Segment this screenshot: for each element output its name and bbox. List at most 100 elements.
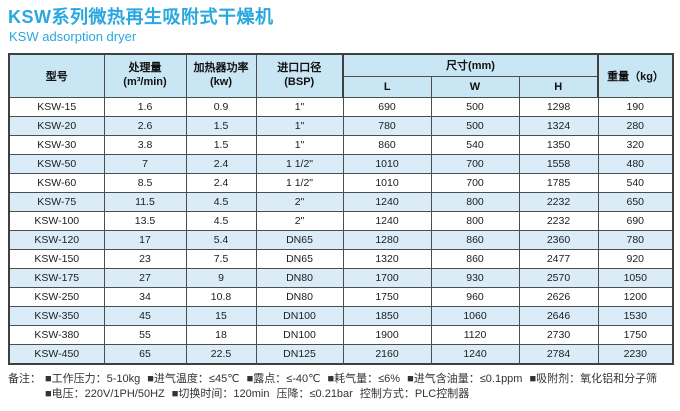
cell-power: 10.8: [185, 286, 257, 307]
cell-height: 2730: [518, 324, 599, 345]
cell-inlet: 2": [255, 191, 344, 212]
cell-model: KSW-380: [8, 324, 105, 345]
cell-model: KSW-150: [8, 248, 105, 269]
col-header-capacity: 处理量 (m³/min): [103, 53, 187, 98]
cell-width: 930: [430, 267, 520, 288]
note-oil-content: ■进气含油量：≤0.1ppm: [407, 372, 523, 385]
table-row: KSW-450 65 22.5 DN125 2160 1240 2784 2230: [8, 343, 674, 365]
cell-weight: 320: [597, 134, 674, 155]
cell-height: 2570: [518, 267, 599, 288]
cell-weight: 540: [597, 172, 674, 193]
table-row: KSW-50 7 2.4 1 1/2" 1010 700 1558 480: [8, 153, 674, 174]
col-header-dim-h: H: [518, 75, 599, 98]
cell-width: 860: [430, 229, 520, 250]
col-header-inlet-unit: (BSP): [284, 75, 315, 88]
table-row: KSW-100 13.5 4.5 2" 1240 800 2232 690: [8, 210, 674, 231]
cell-weight: 1530: [597, 305, 674, 326]
col-header-heater-power-unit: (kw): [210, 75, 232, 88]
cell-model: KSW-450: [8, 343, 105, 365]
cell-width: 860: [430, 248, 520, 269]
cell-model: KSW-250: [8, 286, 105, 307]
cell-capacity: 13.5: [103, 210, 187, 231]
col-header-weight: 重量（kg）: [597, 53, 674, 98]
cell-length: 1320: [342, 248, 432, 269]
cell-length: 1850: [342, 305, 432, 326]
cell-width: 800: [430, 191, 520, 212]
cell-weight: 690: [597, 210, 674, 231]
cell-capacity: 34: [103, 286, 187, 307]
cell-power: 7.5: [185, 248, 257, 269]
footnote-line-1: 备注： ■工作压力：5-10kg ■进气温度：≤45℃ ■露点：≤-40℃ ■耗气量：≤…: [8, 372, 672, 387]
cell-power: 1.5: [185, 115, 257, 136]
spec-table: 型号 处理量 (m³/min) 加热器功率 (kw) 进口口径 (BSP) 尺寸…: [8, 52, 674, 365]
cell-power: 2.4: [185, 172, 257, 193]
page-title-cn: KSW系列微热再生吸附式干燥机: [8, 7, 274, 27]
cell-power: 2.4: [185, 153, 257, 174]
note-inlet-temperature: ■进气温度：≤45℃: [147, 372, 240, 385]
cell-width: 1240: [430, 343, 520, 365]
col-header-inlet-name: 进口口径: [277, 61, 322, 74]
note-switch-time: ■切换时间：120min: [171, 387, 270, 400]
cell-weight: 190: [597, 96, 674, 117]
cell-height: 2477: [518, 248, 599, 269]
col-header-capacity-name: 处理量: [128, 61, 162, 74]
table-body: KSW-15 1.6 0.9 1" 690 500 1298 190 KSW-20 2.6 1.5…: [8, 96, 674, 365]
table-row: KSW-15 1.6 0.9 1" 690 500 1298 190: [8, 96, 674, 117]
cell-height: 1298: [518, 96, 599, 117]
cell-capacity: 65: [103, 343, 187, 365]
cell-inlet: 1": [255, 115, 344, 136]
table-row: KSW-75 11.5 4.5 2" 1240 800 2232 650: [8, 191, 674, 212]
cell-power: 0.9: [185, 96, 257, 117]
table-row: KSW-60 8.5 2.4 1 1/2" 1010 700 1785 540: [8, 172, 674, 193]
cell-height: 2626: [518, 286, 599, 307]
col-header-dim-w: W: [430, 75, 520, 98]
col-header-dim-l: L: [342, 75, 432, 98]
footnote-label: 备注：: [8, 372, 41, 385]
cell-model: KSW-100: [8, 210, 105, 231]
table-row: KSW-350 45 15 DN100 1850 1060 2646 1530: [8, 305, 674, 326]
cell-height: 1350: [518, 134, 599, 155]
cell-weight: 280: [597, 115, 674, 136]
cell-capacity: 55: [103, 324, 187, 345]
cell-model: KSW-75: [8, 191, 105, 212]
cell-power: 4.5: [185, 191, 257, 212]
cell-width: 700: [430, 153, 520, 174]
cell-length: 1010: [342, 172, 432, 193]
cell-height: 2784: [518, 343, 599, 365]
note-control-mode: 控制方式：PLC控制器: [359, 387, 470, 400]
table-row: KSW-120 17 5.4 DN65 1280 860 2360 780: [8, 229, 674, 250]
cell-height: 1785: [518, 172, 599, 193]
cell-width: 500: [430, 115, 520, 136]
cell-capacity: 11.5: [103, 191, 187, 212]
cell-weight: 2230: [597, 343, 674, 365]
table-header: 型号 处理量 (m³/min) 加热器功率 (kw) 进口口径 (BSP) 尺寸…: [8, 53, 674, 98]
cell-model: KSW-175: [8, 267, 105, 288]
note-adsorbent: ■吸附剂：氧化铝和分子筛: [529, 372, 658, 385]
table-row: KSW-20 2.6 1.5 1" 780 500 1324 280: [8, 115, 674, 136]
note-voltage: ■电压：220V/1PH/50HZ: [45, 387, 165, 400]
note-air-consumption: ■耗气量：≤6%: [327, 372, 401, 385]
cell-capacity: 45: [103, 305, 187, 326]
cell-weight: 1200: [597, 286, 674, 307]
cell-height: 2232: [518, 191, 599, 212]
cell-capacity: 7: [103, 153, 187, 174]
cell-inlet: 1": [255, 134, 344, 155]
footnotes: 备注： ■工作压力：5-10kg ■进气温度：≤45℃ ■露点：≤-40℃ ■耗气量：≤…: [8, 372, 672, 402]
cell-height: 2646: [518, 305, 599, 326]
col-header-heater-power-name: 加热器功率: [193, 61, 249, 74]
cell-length: 1900: [342, 324, 432, 345]
cell-power: 22.5: [185, 343, 257, 365]
cell-weight: 650: [597, 191, 674, 212]
page-title-en: KSW adsorption dryer: [9, 28, 137, 44]
cell-capacity: 1.6: [103, 96, 187, 117]
cell-height: 1324: [518, 115, 599, 136]
cell-width: 500: [430, 96, 520, 117]
cell-capacity: 17: [103, 229, 187, 250]
col-header-model: 型号: [8, 53, 105, 98]
cell-model: KSW-20: [8, 115, 105, 136]
cell-inlet: DN65: [255, 248, 344, 269]
cell-weight: 780: [597, 229, 674, 250]
cell-length: 1280: [342, 229, 432, 250]
note-pressure-drop: 压降：≤0.21bar: [276, 387, 353, 400]
cell-height: 1558: [518, 153, 599, 174]
